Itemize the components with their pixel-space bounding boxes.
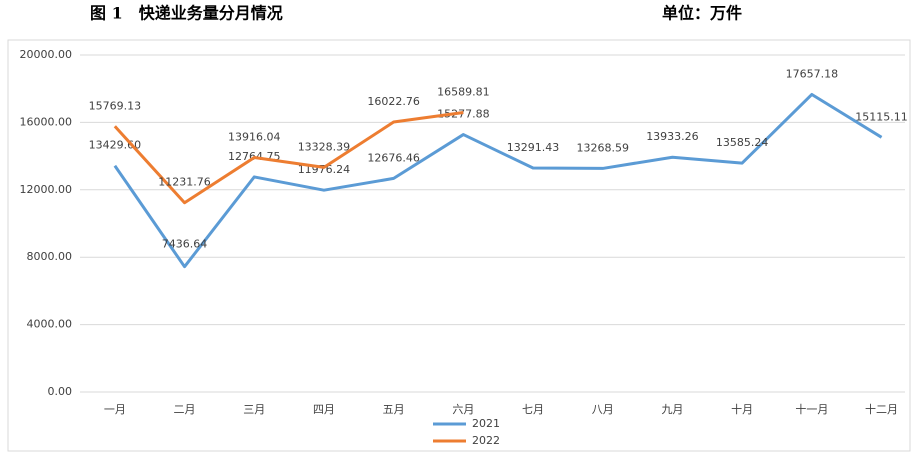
data-label: 11231.76: [158, 176, 211, 189]
x-tick-label: 一月: [104, 403, 126, 416]
data-label: 17657.18: [786, 67, 839, 80]
data-label: 15769.13: [89, 99, 142, 112]
y-tick-label: 12000.00: [20, 183, 73, 196]
data-label: 16589.81: [437, 85, 490, 98]
data-label: 13328.39: [298, 140, 351, 153]
legend-label: 2022: [472, 434, 500, 447]
x-tick-label: 九月: [661, 403, 683, 416]
y-tick-label: 4000.00: [27, 318, 73, 331]
legend-label: 2021: [472, 417, 500, 430]
data-label: 13933.26: [646, 130, 699, 143]
data-label: 13291.43: [507, 141, 560, 154]
x-tick-label: 五月: [383, 403, 405, 416]
x-tick-label: 八月: [592, 403, 614, 416]
unit-label: 单位：万件: [662, 4, 742, 23]
y-tick-label: 0.00: [48, 385, 73, 398]
data-label: 13916.04: [228, 131, 281, 144]
x-tick-label: 三月: [243, 403, 265, 416]
data-label: 13585.24: [716, 136, 769, 149]
x-tick-label: 四月: [313, 403, 335, 416]
data-label: 16022.76: [367, 95, 420, 108]
data-label: 13268.59: [577, 141, 630, 154]
x-tick-label: 十一月: [795, 402, 828, 416]
x-tick-label: 二月: [174, 403, 196, 416]
data-label: 12676.46: [367, 151, 420, 164]
y-tick-label: 8000.00: [27, 250, 73, 263]
data-label: 15277.88: [437, 108, 490, 121]
x-tick-label: 十二月: [865, 402, 898, 416]
y-tick-label: 16000.00: [20, 115, 73, 128]
x-tick-label: 六月: [452, 403, 474, 416]
series-line: [113, 110, 464, 205]
data-label: 7436.64: [162, 238, 208, 251]
x-tick-label: 十月: [731, 402, 753, 416]
x-tick-label: 七月: [522, 403, 544, 416]
chart-title: 图 1 快递业务量分月情况: [90, 4, 283, 23]
series-line: [113, 92, 883, 269]
data-label: 15115.11: [855, 110, 908, 123]
chart-frame: [7, 39, 911, 452]
y-tick-label: 20000.00: [20, 48, 73, 61]
